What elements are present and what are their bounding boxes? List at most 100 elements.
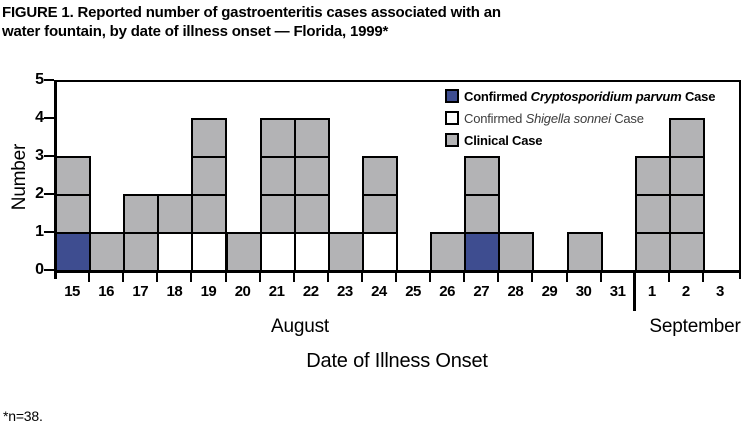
legend-label-clinical: Clinical Case — [464, 133, 543, 148]
y-axis-line — [54, 80, 57, 279]
x-tick-mark — [667, 273, 670, 282]
case-square-clinical — [430, 232, 467, 272]
x-date-label: 29 — [541, 283, 558, 300]
x-date-label: 24 — [371, 283, 387, 300]
case-square-clinical — [668, 118, 705, 158]
month-label-september: September — [649, 316, 741, 337]
case-square-shigella — [259, 232, 296, 272]
case-square-shigella — [361, 232, 398, 272]
x-date-label: 17 — [132, 283, 149, 300]
y-tick-label: 3 — [35, 147, 44, 164]
case-square-clinical — [191, 118, 228, 158]
x-date-label: 2 — [681, 283, 690, 300]
case-square-clinical — [293, 194, 330, 234]
case-square-shigella — [191, 232, 228, 272]
case-square-clinical — [293, 156, 330, 196]
y-tick-mark — [44, 193, 54, 195]
figure-title: FIGURE 1. Reported number of gastroenter… — [2, 3, 501, 41]
month-label-august: August — [271, 316, 329, 337]
x-date-label: 1 — [647, 283, 656, 300]
x-tick-mark — [88, 273, 91, 282]
case-square-clinical — [89, 232, 126, 272]
case-square-clinical — [191, 194, 228, 234]
case-square-clinical — [634, 156, 671, 196]
legend-swatch-clinical — [445, 133, 459, 147]
x-tick-mark — [599, 273, 602, 282]
x-tick-mark — [122, 273, 125, 282]
figure-title-line1: FIGURE 1. Reported number of gastroenter… — [2, 4, 501, 21]
case-square-clinical — [464, 156, 501, 196]
case-square-clinical — [361, 194, 398, 234]
case-square-clinical — [361, 156, 398, 196]
x-date-label: 28 — [507, 283, 524, 300]
x-date-label: 25 — [405, 283, 421, 300]
x-date-label: 23 — [337, 283, 353, 300]
case-square-clinical — [55, 156, 91, 196]
case-square-clinical — [123, 232, 160, 272]
x-date-label: 27 — [473, 283, 490, 300]
y-tick-label: 4 — [35, 109, 44, 126]
case-square-clinical — [259, 194, 296, 234]
x-tick-mark — [463, 273, 466, 282]
x-date-label: 22 — [302, 283, 319, 300]
x-tick-mark — [429, 273, 432, 282]
case-square-clinical — [464, 194, 501, 234]
x-tick-mark — [531, 273, 534, 282]
y-tick-mark — [44, 269, 54, 271]
figure-footnote: *n=38. — [3, 408, 43, 424]
case-square-clinical — [123, 194, 160, 234]
y-tick-mark — [44, 231, 54, 233]
y-tick-label: 2 — [35, 185, 44, 202]
case-square-clinical — [327, 232, 364, 272]
y-tick-mark — [44, 155, 54, 157]
x-tick-mark — [701, 273, 704, 282]
case-square-clinical — [634, 194, 671, 234]
case-square-clinical — [293, 118, 330, 158]
legend-label-shigella: Confirmed Shigella sonnei Case — [464, 111, 644, 126]
case-square-clinical — [55, 194, 91, 234]
case-square-crypto — [55, 232, 91, 272]
case-square-clinical — [634, 232, 671, 272]
figure-title-line2: water fountain, by date of illness onset… — [2, 23, 389, 40]
plot-top-border — [54, 80, 741, 82]
y-tick-label: 5 — [35, 71, 44, 88]
x-tick-mark — [565, 273, 568, 282]
case-square-shigella — [293, 232, 330, 272]
x-date-label: 31 — [609, 283, 626, 300]
y-tick-mark — [44, 117, 54, 119]
x-tick-mark — [258, 273, 261, 282]
x-date-label: 26 — [439, 283, 455, 300]
month-separator-line — [633, 270, 637, 311]
x-tick-mark — [190, 273, 193, 282]
case-square-clinical — [191, 156, 228, 196]
case-square-crypto — [464, 232, 501, 272]
case-square-clinical — [259, 156, 296, 196]
case-square-clinical — [668, 194, 705, 234]
x-date-label: 20 — [234, 283, 251, 300]
x-date-label: 30 — [575, 283, 592, 300]
x-date-label: 3 — [716, 283, 724, 300]
x-tick-mark — [395, 273, 397, 282]
case-square-clinical — [259, 118, 296, 158]
plot-right-border — [739, 80, 741, 279]
x-date-label: 15 — [64, 283, 80, 300]
x-axis-line — [54, 270, 741, 273]
x-date-label: 16 — [98, 283, 114, 300]
x-tick-mark — [360, 273, 363, 282]
case-square-shigella — [157, 232, 194, 272]
x-tick-mark — [224, 273, 227, 282]
x-tick-mark — [326, 273, 329, 282]
y-tick-label: 0 — [35, 261, 44, 278]
x-date-label: 21 — [268, 283, 285, 300]
x-date-label: 18 — [166, 283, 183, 300]
case-square-clinical — [157, 194, 194, 234]
y-tick-mark — [44, 79, 54, 81]
y-tick-label: 1 — [35, 223, 44, 240]
x-tick-mark — [156, 273, 159, 282]
x-tick-mark — [292, 273, 295, 282]
legend-swatch-shigella — [445, 111, 459, 125]
case-square-clinical — [668, 232, 705, 272]
x-tick-mark — [497, 273, 500, 282]
legend-label-cryptosporidium: Confirmed Cryptosporidium parvum Case — [464, 89, 716, 104]
